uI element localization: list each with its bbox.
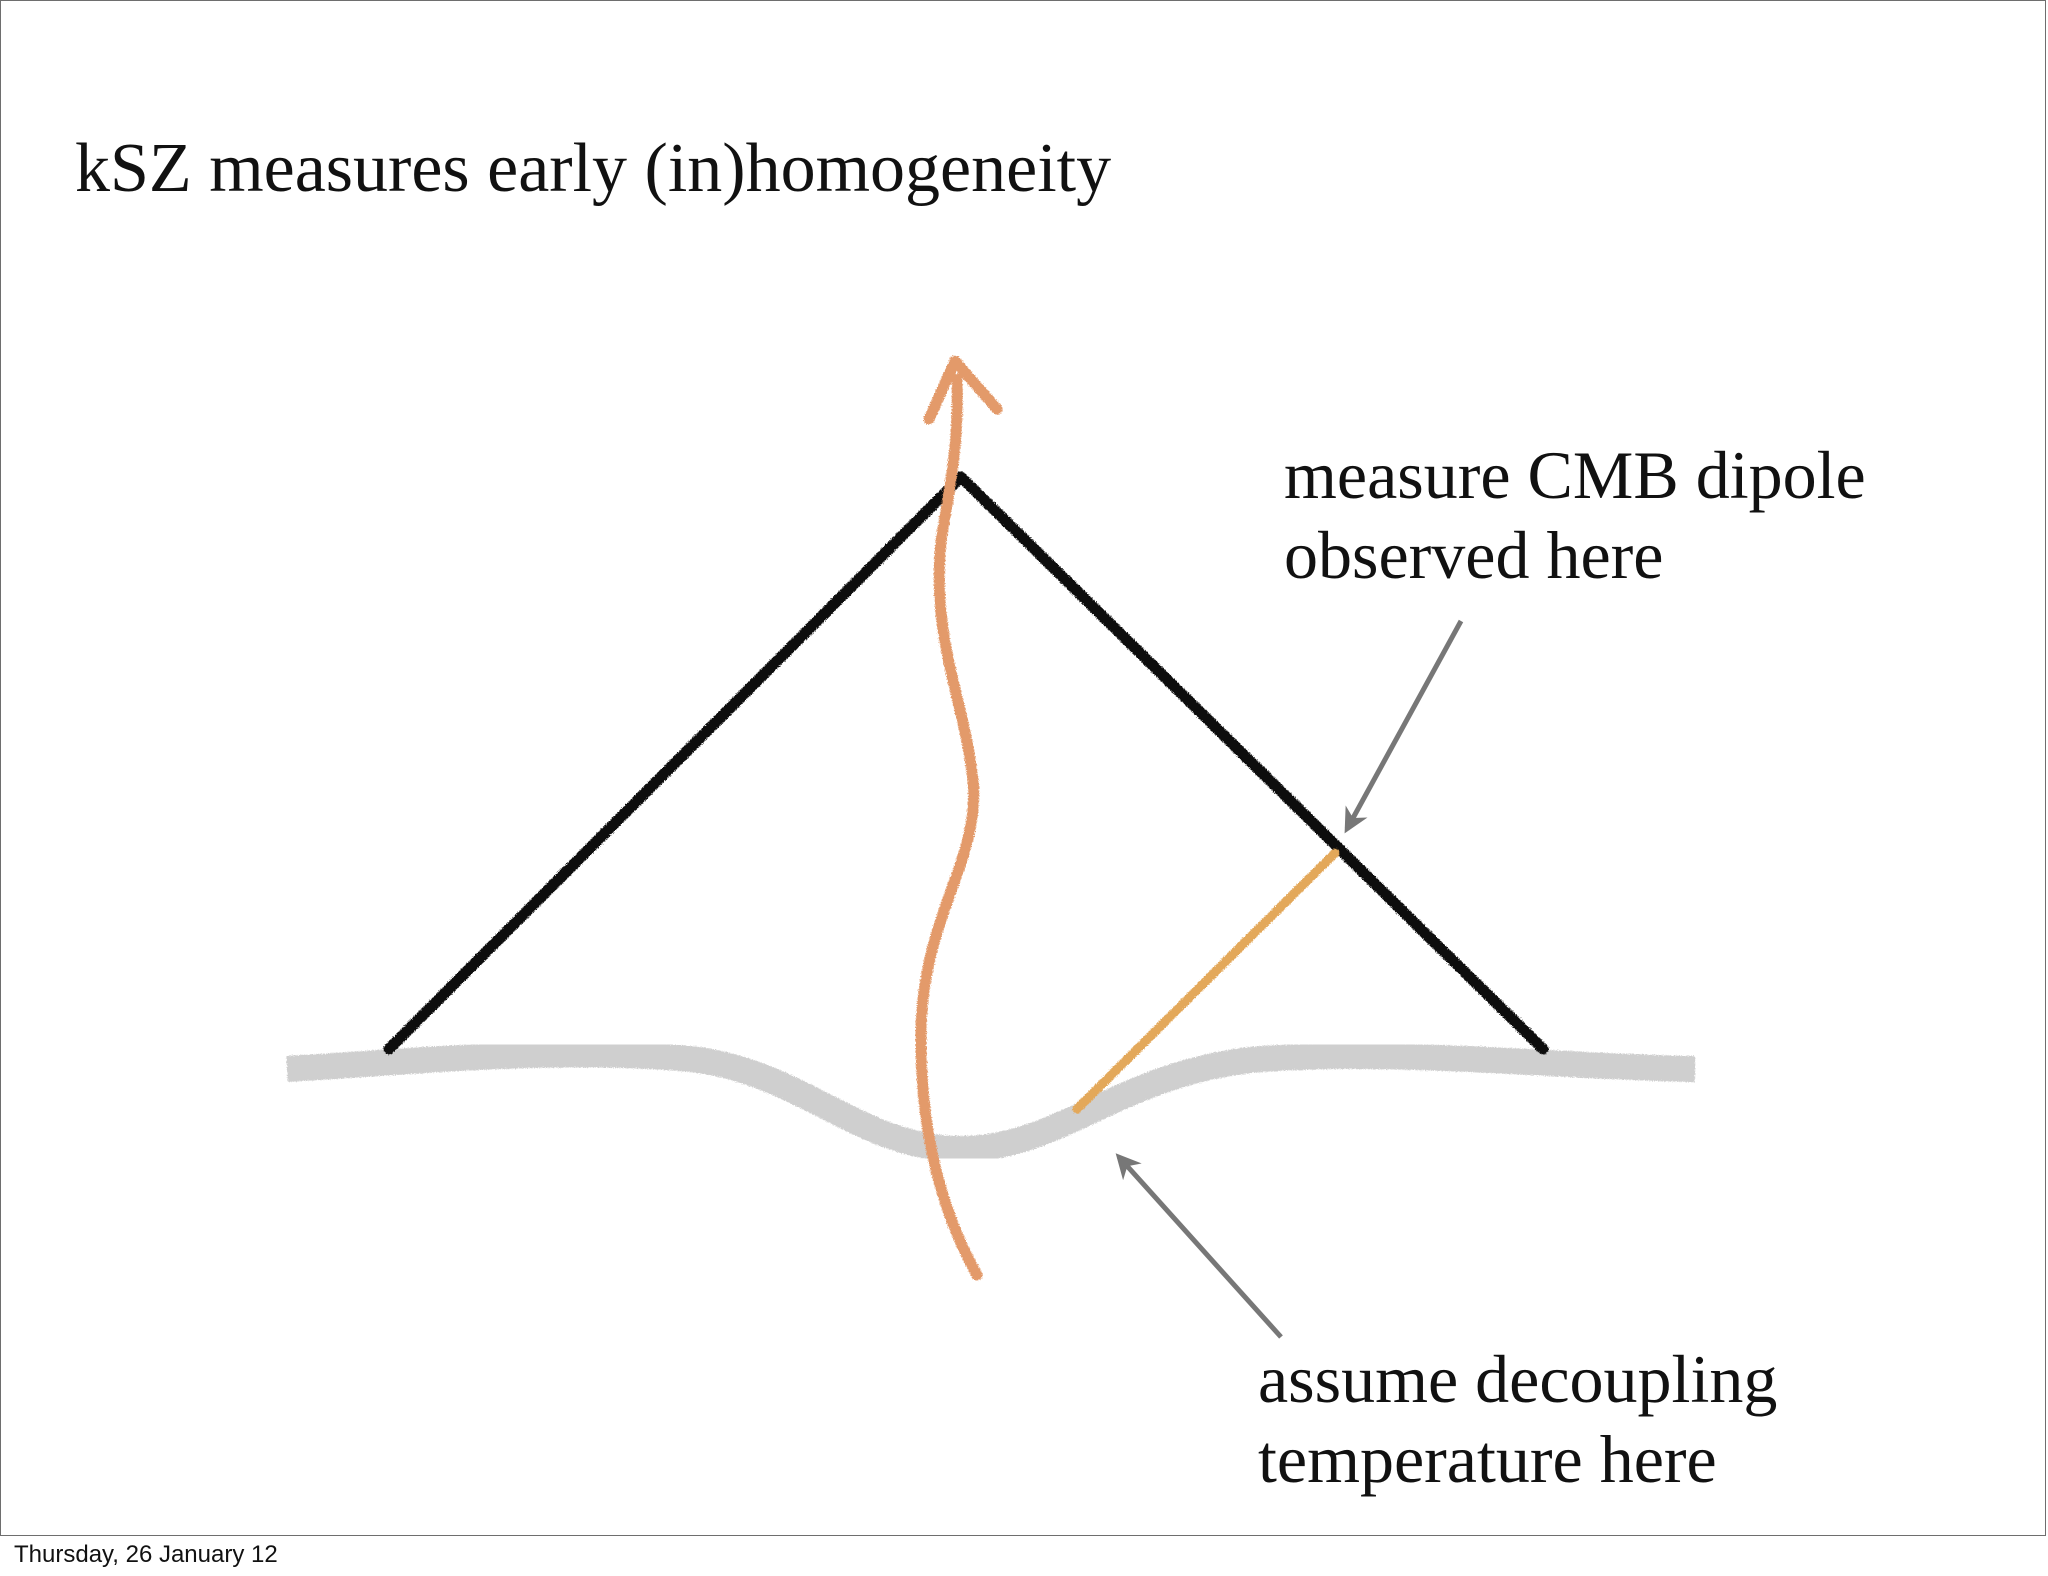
footer-date: Thursday, 26 January 12 <box>14 1541 278 1568</box>
dipole-label: measure CMB dipole observed here <box>1284 435 1866 595</box>
observer-worldline <box>915 373 983 1281</box>
scattered-ray <box>1072 848 1340 1114</box>
decoupling-label: assume decoupling temperature here <box>1258 1339 1777 1499</box>
decoupling-label-line2: temperature here <box>1258 1421 1717 1497</box>
last-scattering-surface <box>286 1041 1696 1163</box>
decoupling-label-line1: assume decoupling <box>1258 1341 1778 1417</box>
dipole-annotation-arrow-icon <box>1344 619 1464 834</box>
light-cone <box>383 471 1549 1055</box>
diagram <box>286 355 1696 1339</box>
slide-title: kSZ measures early (in)homogeneity <box>75 130 1112 207</box>
dipole-label-line1: measure CMB dipole <box>1284 437 1866 513</box>
decoupling-annotation-arrow-icon <box>1115 1153 1283 1339</box>
dipole-label-line2: observed here <box>1284 517 1664 593</box>
arrowhead-icon <box>923 355 1003 425</box>
slide: kSZ measures early (in)homogeneity measu… <box>0 0 2046 1536</box>
